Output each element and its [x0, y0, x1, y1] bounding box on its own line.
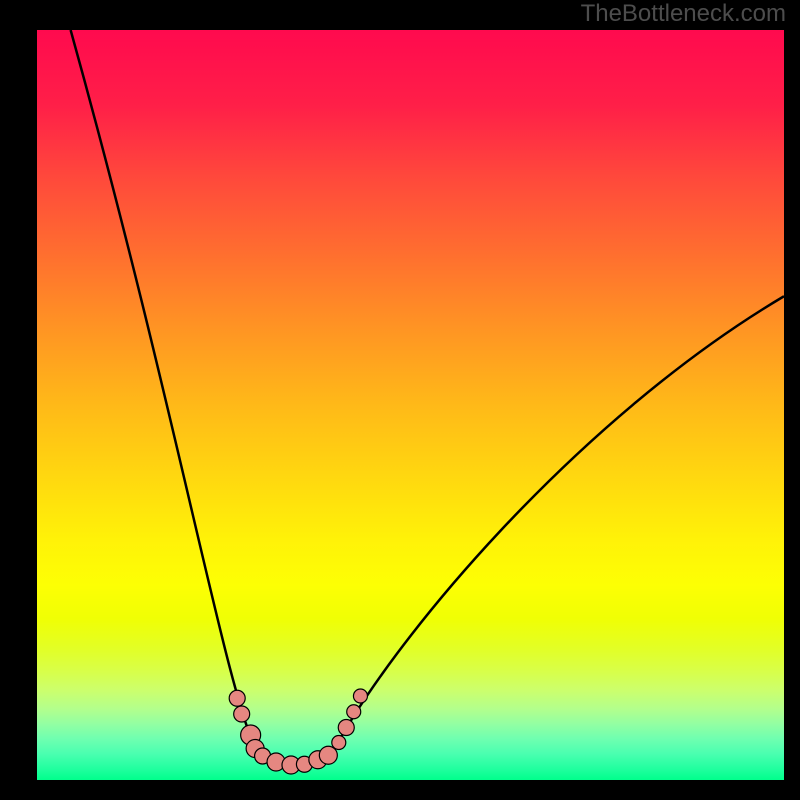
plot-background-gradient — [37, 30, 784, 780]
watermark-text: TheBottleneck.com — [581, 0, 786, 28]
plot-frame — [37, 30, 784, 780]
